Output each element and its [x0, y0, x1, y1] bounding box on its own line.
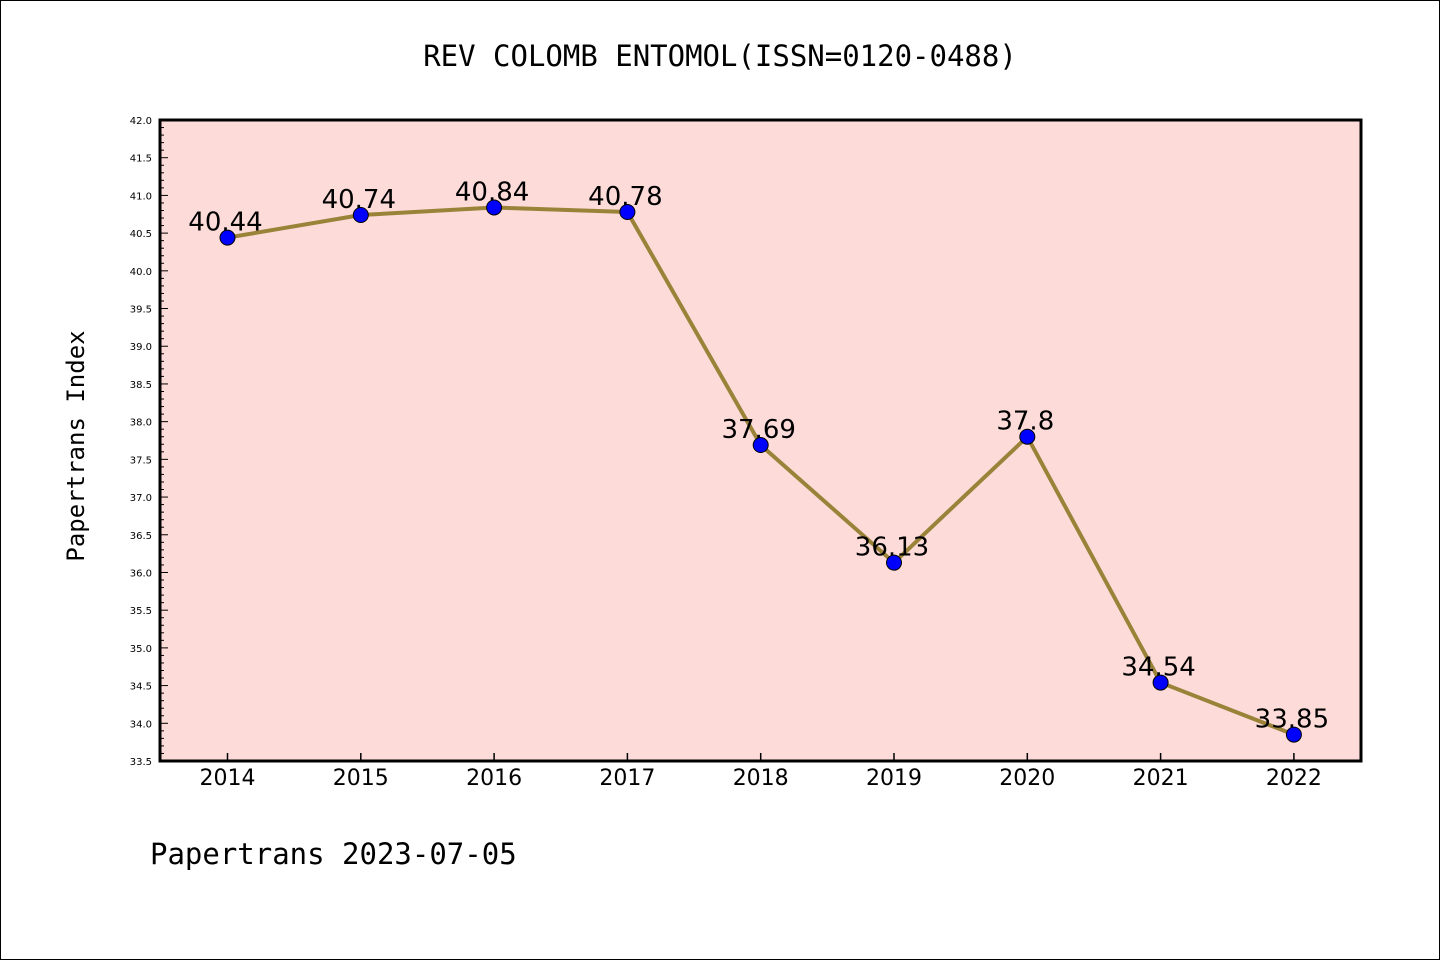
series-line-group — [219, 199, 1302, 743]
data-label-2015: 40.74 — [322, 185, 396, 215]
data-point-2019 — [886, 554, 902, 571]
data-label-2014: 40.44 — [188, 208, 262, 238]
x-tick-label: 2018 — [733, 766, 789, 791]
data-label-2021: 34.54 — [1121, 653, 1195, 683]
y-tick-label: 41.0 — [130, 191, 152, 202]
x-tick-label: 2019 — [866, 766, 922, 791]
y-tick-label: 34.0 — [130, 719, 152, 730]
y-tick-label: 34.5 — [130, 682, 152, 693]
x-axis: 2014 2015 2016 2017 2018 2019 2020 2021 2022 — [200, 753, 1322, 791]
y-tick-label: 40.0 — [130, 267, 152, 278]
data-label-2016: 40.84 — [455, 177, 529, 207]
y-tick-label: 39.5 — [130, 305, 152, 316]
data-point-2018 — [752, 437, 769, 454]
y-tick-label: 35.0 — [130, 644, 152, 655]
y-axis-label: Papertrans Index — [62, 330, 90, 561]
data-point-2017 — [619, 204, 636, 221]
data-point-2022 — [1285, 726, 1302, 743]
y-tick-label: 36.5 — [130, 531, 152, 542]
y-tick-label: 37.5 — [130, 455, 152, 466]
data-label-2020: 37.8 — [996, 407, 1054, 437]
y-axis: 33.5 34.0 34.5 35.0 35.5 36.0 36.5 37.0 37.5 38.0… — [130, 116, 168, 768]
x-tick-label: 2016 — [466, 766, 522, 791]
x-tick-label: 2015 — [333, 766, 389, 791]
data-point-2014 — [219, 229, 236, 246]
x-tick-label: 2014 — [200, 766, 256, 791]
y-tick-label: 38.5 — [130, 380, 152, 391]
footer-text: Papertrans 2023-07-05 — [150, 837, 517, 871]
y-tick-label: 42.0 — [130, 116, 152, 127]
data-point-2015 — [352, 207, 369, 224]
y-tick-label: 35.5 — [130, 606, 152, 617]
data-label-2019: 36.13 — [855, 533, 929, 563]
y-tick-label: 40.5 — [130, 229, 152, 240]
y-tick-label: 39.0 — [130, 342, 152, 353]
data-point-2021 — [1152, 674, 1169, 691]
x-tick-label: 2017 — [599, 766, 655, 791]
x-tick-label: 2020 — [999, 766, 1055, 791]
data-label-2017: 40.78 — [588, 182, 662, 212]
y-tick-label: 33.5 — [130, 757, 152, 768]
chart-title: REV COLOMB ENTOMOL(ISSN=0120-0488) — [423, 39, 1017, 73]
y-tick-label: 38.0 — [130, 418, 152, 429]
data-point-2020 — [1019, 428, 1036, 445]
y-tick-label: 36.0 — [130, 568, 152, 579]
data-label-2018: 37.69 — [721, 415, 795, 445]
data-point-2016 — [486, 199, 503, 216]
y-tick-label: 37.0 — [130, 493, 152, 504]
data-labels: 40.44 40.74 40.84 40.78 37.69 36.13 37.8 34.54 3… — [188, 177, 1329, 734]
data-label-2022: 33.85 — [1255, 705, 1329, 735]
y-tick-label: 41.5 — [130, 154, 152, 165]
x-tick-label: 2021 — [1133, 766, 1189, 791]
x-tick-label: 2022 — [1266, 766, 1322, 791]
